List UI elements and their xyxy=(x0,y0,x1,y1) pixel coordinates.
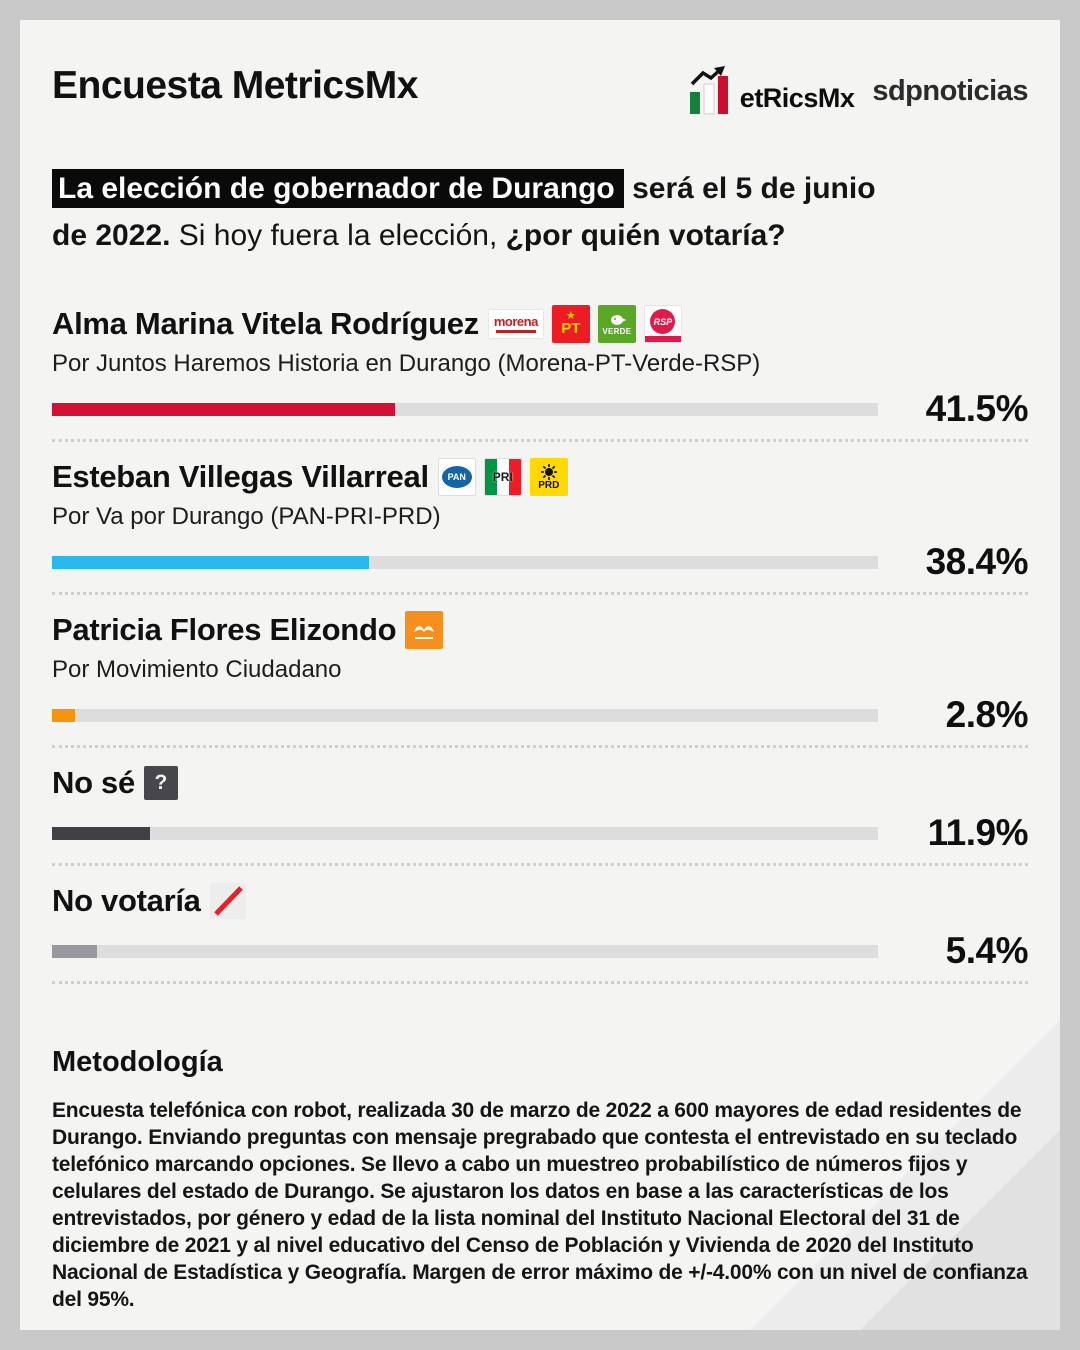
verde-bird-icon xyxy=(610,314,626,325)
morena-logo-line xyxy=(495,330,536,333)
result-row-vitela: Alma Marina Vitela Rodríguez morena ★ PT xyxy=(52,303,1029,442)
poll-question: La elección de gobernador de Durango ser… xyxy=(52,166,1028,259)
bar-track xyxy=(52,555,878,569)
red-slash-icon xyxy=(209,883,246,919)
bar-row: 11.9% xyxy=(52,812,1029,854)
candidate-name-line: No votaría xyxy=(52,880,1028,922)
coalition-label: Por Juntos Haremos Historia en Durango (… xyxy=(52,350,761,377)
question-bold-3: ¿por quién votaría? xyxy=(505,218,786,252)
percentage-label: 41.5% xyxy=(925,388,1029,429)
bar-track xyxy=(52,826,878,840)
bar-row: 41.5% xyxy=(52,388,1029,430)
pri-logo-text: PRI xyxy=(492,470,513,484)
bar-fill xyxy=(52,708,76,722)
pt-star-icon: ★ xyxy=(565,310,576,322)
option-icons xyxy=(209,883,246,919)
option-label: No sé xyxy=(52,765,135,800)
dotted-separator xyxy=(52,863,1028,866)
result-row-novotaria: No votaría 5.4% xyxy=(52,880,1029,984)
result-row-flores: Patricia Flores Elizondo Por Movimiento … xyxy=(52,609,1029,748)
candidate-name: Patricia Flores Elizondo xyxy=(52,612,397,647)
bar-fill xyxy=(52,402,395,416)
morena-logo-icon: morena xyxy=(487,309,544,339)
verde-logo-text: VERDE xyxy=(602,326,632,336)
rsp-strip xyxy=(644,336,681,342)
option-label: No votaría xyxy=(52,883,201,918)
result-row-nose: No sé ? 11.9% xyxy=(52,762,1029,866)
bar-track xyxy=(52,708,878,722)
bar-fill xyxy=(52,826,151,840)
percentage-label: 2.8% xyxy=(945,694,1029,735)
candidate-name-line: Esteban Villegas Villarreal PAN PRI xyxy=(52,456,1028,498)
percentage-label: 11.9% xyxy=(927,812,1029,853)
option-icons: ? xyxy=(143,766,178,800)
coalition-label: Por Va por Durango (PAN-PRI-PRD) xyxy=(52,503,441,530)
pri-white-stripe xyxy=(496,459,509,495)
question-bold-2: de 2022. xyxy=(52,218,171,252)
pri-red-stripe xyxy=(508,459,521,495)
methodology-body: Encuesta telefónica con robot, realizada… xyxy=(52,1099,1028,1311)
morena-logo-text: morena xyxy=(493,314,538,329)
candidate-name-line: Alma Marina Vitela Rodríguez morena ★ PT xyxy=(52,303,1028,345)
prd-logo-icon: PRD xyxy=(529,458,568,496)
candidate-name: Esteban Villegas Villarreal xyxy=(52,459,429,494)
question-bold-1: será el 5 de junio xyxy=(623,172,876,205)
candidate-name-line: No sé ? xyxy=(52,762,1028,804)
verde-logo-icon: VERDE xyxy=(597,305,636,343)
bar-fill xyxy=(52,555,370,569)
dotted-separator xyxy=(52,592,1028,595)
dotted-separator xyxy=(52,745,1028,748)
methodology-heading: Metodología xyxy=(52,1046,223,1078)
sdpnoticias-logo-text: sdpnoticias xyxy=(872,74,1028,107)
page-title: Encuesta MetricsMx xyxy=(52,64,418,107)
prd-sun-icon xyxy=(540,463,557,480)
metricsmx-logo: etRicsMx xyxy=(688,66,855,116)
party-logos: PAN PRI xyxy=(437,458,568,496)
pri-green-stripe xyxy=(484,459,497,495)
mc-logo-text-line xyxy=(415,636,434,639)
metricsmx-logo-text: etRicsMx xyxy=(739,83,855,113)
question-normal: Si hoy fuera la elección, xyxy=(170,218,506,252)
bar-row: 38.4% xyxy=(52,541,1029,583)
pan-logo-icon: PAN xyxy=(437,458,476,496)
prd-logo-text: PRD xyxy=(538,479,560,491)
results-list: Alma Marina Vitela Rodríguez morena ★ PT xyxy=(52,303,1029,984)
question-mark-glyph: ? xyxy=(154,771,168,794)
party-logos: morena ★ PT xyxy=(487,305,682,343)
bar-track xyxy=(52,402,878,416)
pan-logo-text: PAN xyxy=(447,472,466,482)
card-content: Encuesta MetricsMx etRicsMx sdpnoticias … xyxy=(20,20,1060,1330)
pt-logo-icon: ★ PT xyxy=(551,305,590,343)
coalition-label: Por Movimiento Ciudadano xyxy=(52,656,342,683)
pan-oval: PAN xyxy=(441,466,472,488)
bar-fill xyxy=(52,944,97,958)
bar-row: 5.4% xyxy=(52,930,1029,972)
red-slash-glyph xyxy=(213,886,243,916)
result-row-villegas: Esteban Villegas Villarreal PAN PRI xyxy=(52,456,1029,595)
percentage-label: 38.4% xyxy=(925,541,1029,582)
bar-track xyxy=(52,944,878,958)
rsp-logo-text: RSP xyxy=(653,316,673,327)
rsp-circle: RSP xyxy=(650,309,676,334)
rsp-logo-icon: RSP xyxy=(643,305,682,343)
pri-logo-icon: PRI xyxy=(483,458,522,496)
question-highlight: La elección de gobernador de Durango xyxy=(52,169,624,208)
dotted-separator xyxy=(52,439,1028,442)
party-logos xyxy=(405,611,444,649)
header: Encuesta MetricsMx etRicsMx sdpnoticias xyxy=(52,64,1028,116)
candidate-name-line: Patricia Flores Elizondo xyxy=(52,609,1028,651)
mc-eagle-icon xyxy=(414,625,435,632)
percentage-label: 5.4% xyxy=(945,930,1029,971)
question-mark-icon: ? xyxy=(143,766,178,800)
bar-row: 2.8% xyxy=(52,694,1029,736)
metricsmx-bars-icon xyxy=(689,66,728,115)
brand-area: etRicsMx sdpnoticias xyxy=(688,64,1028,116)
poll-card: Encuesta MetricsMx etRicsMx sdpnoticias … xyxy=(20,20,1060,1330)
dotted-separator xyxy=(52,981,1028,984)
candidate-name: Alma Marina Vitela Rodríguez xyxy=(52,306,479,341)
movimiento-ciudadano-logo-icon xyxy=(405,611,444,649)
pt-logo-text: PT xyxy=(561,320,581,337)
